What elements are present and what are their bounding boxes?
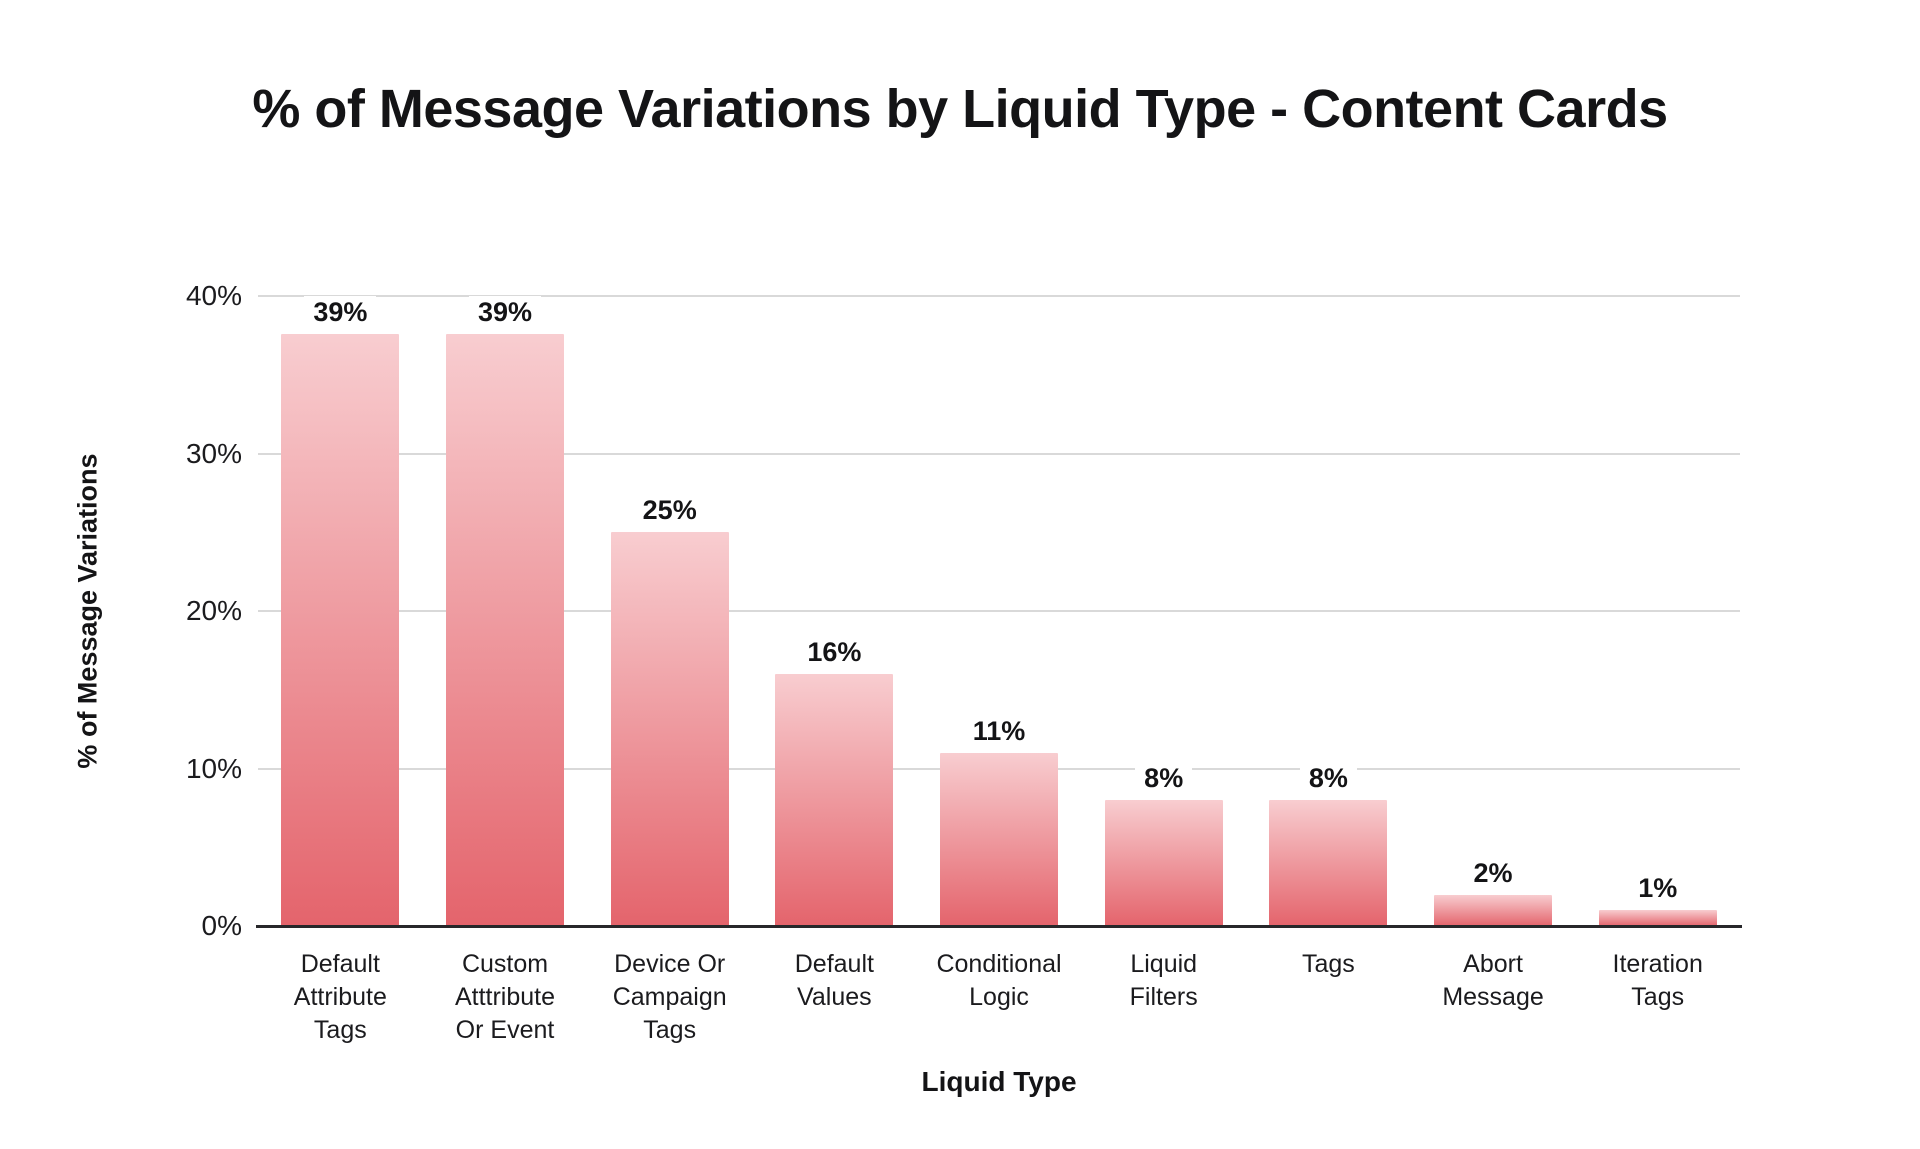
x-axis-baseline xyxy=(256,925,1742,928)
bar xyxy=(446,334,564,926)
y-axis-title: % of Message Variations xyxy=(72,453,103,769)
x-category-label: Default Attribute Tags xyxy=(293,950,387,1044)
x-category-label: Abort Message xyxy=(1442,950,1544,1011)
y-tick-label: 20% xyxy=(185,595,242,626)
bar-value-label: 11% xyxy=(963,714,1035,748)
x-axis-category-labels: Default Attribute Tags Custom Atttribute … xyxy=(258,948,1740,1047)
y-tick-label: 40% xyxy=(185,280,242,311)
bar-value-label: 16% xyxy=(798,636,871,669)
bar-group: 25% xyxy=(587,296,752,926)
bar-group: 1% xyxy=(1575,296,1740,926)
x-category-label: Default Values xyxy=(794,950,874,1011)
plot-area: 39% 39% 25% 16% 11% 8% 8% 2% 1% xyxy=(256,295,1742,928)
bar-group: 8% xyxy=(1246,296,1411,926)
bar xyxy=(1598,910,1717,926)
bar-value-label: 39% xyxy=(468,296,542,329)
bar-group: 8% xyxy=(1081,296,1246,926)
x-axis-title: Liquid Type xyxy=(921,1066,1077,1097)
bar xyxy=(1104,800,1223,926)
y-tick-label: 0% xyxy=(201,910,242,941)
chart-title: % of Message Variations by Liquid Type -… xyxy=(252,79,1668,139)
bar-value-label: 8% xyxy=(1299,762,1357,795)
bar-group: 39% xyxy=(423,296,588,926)
gridline xyxy=(258,610,1740,612)
bar-value-label: 25% xyxy=(633,494,706,528)
bar xyxy=(610,532,729,926)
x-category-label: Device Or Campaign Tags xyxy=(612,950,727,1044)
bar-value-label: 8% xyxy=(1135,762,1193,795)
bar xyxy=(1434,894,1553,926)
bar xyxy=(1269,800,1388,926)
gridline xyxy=(258,295,1740,297)
x-category-label: Liquid Filters xyxy=(1129,950,1198,1011)
bar-group: 16% xyxy=(752,296,917,926)
gridline xyxy=(258,452,1740,455)
bar-group: 11% xyxy=(917,296,1082,926)
x-category-label: Conditional Logic xyxy=(936,950,1062,1011)
bar xyxy=(775,674,894,926)
y-tick-label: 30% xyxy=(185,437,242,469)
x-category-label: Custom Atttribute Or Event xyxy=(454,950,556,1044)
bar-value-label: 2% xyxy=(1464,856,1522,890)
x-category-label: Iteration Tags xyxy=(1612,950,1703,1011)
bar xyxy=(940,752,1059,926)
bars-container: 39% 39% 25% 16% 11% 8% 8% 2% 1% xyxy=(258,296,1740,926)
bar-value-label: 39% xyxy=(304,296,377,329)
y-tick-label: 10% xyxy=(185,752,242,784)
bar-value-label: 1% xyxy=(1629,872,1687,906)
bar-group: 2% xyxy=(1411,296,1576,926)
y-axis-ticks: 40% 30% 20% 10% 0% xyxy=(148,280,242,941)
x-category-label: Tags xyxy=(1301,950,1355,978)
bar-group: 39% xyxy=(258,296,423,926)
bar xyxy=(281,334,400,926)
